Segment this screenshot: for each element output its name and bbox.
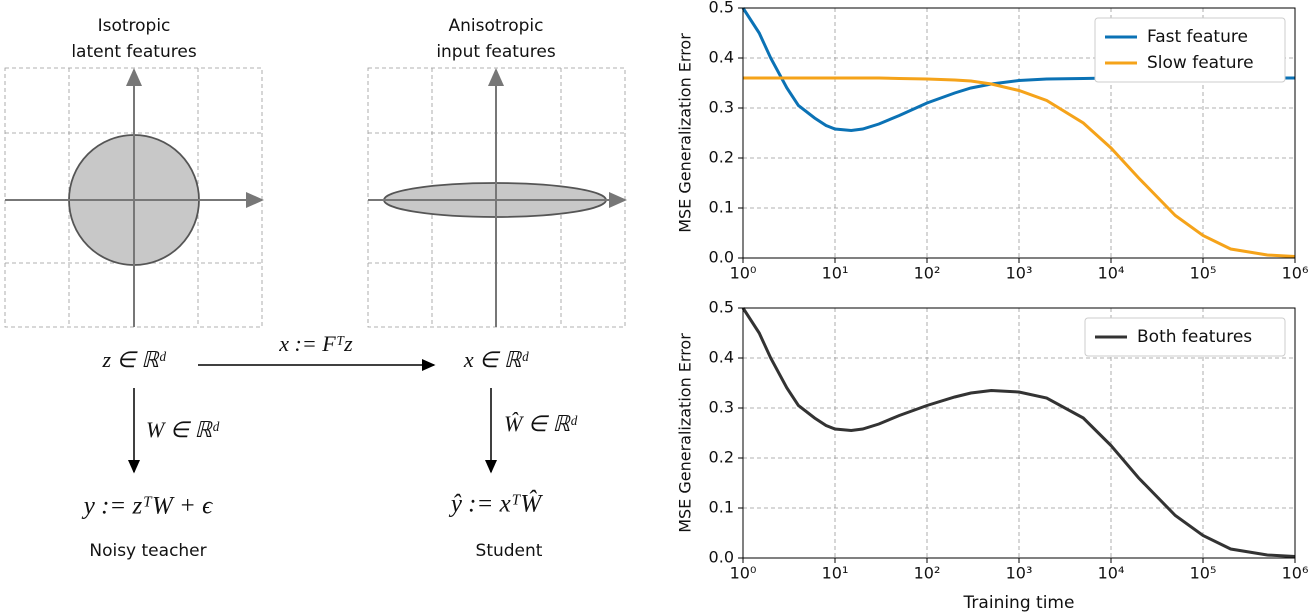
series-line bbox=[743, 76, 1296, 258]
x-tick-label: 10² bbox=[914, 264, 941, 283]
weight: Ŵ ∈ ℝᵈ bbox=[504, 411, 578, 436]
variable: z ∈ ℝᵈ bbox=[102, 347, 167, 372]
y-tick-label: 0.0 bbox=[709, 248, 734, 267]
legend-label: Slow feature bbox=[1147, 53, 1254, 73]
y-tick-label: 0.4 bbox=[709, 48, 734, 67]
x-tick-label: 10⁶ bbox=[1282, 264, 1309, 283]
variable: x ∈ ℝᵈ bbox=[463, 347, 529, 372]
x-tick-label: 10³ bbox=[1006, 264, 1033, 283]
x-tick-label: 10¹ bbox=[822, 264, 849, 283]
caption: Noisy teacher bbox=[89, 541, 206, 561]
y-axis-label: MSE Generalization Error bbox=[676, 33, 695, 233]
y-tick-label: 0.5 bbox=[709, 0, 734, 17]
y-tick-label: 0.2 bbox=[709, 148, 734, 167]
x-tick-label: 10² bbox=[914, 564, 941, 583]
panel-title: input features bbox=[436, 42, 556, 62]
legend-label: Fast feature bbox=[1147, 27, 1248, 47]
y-axis-label: MSE Generalization Error bbox=[676, 333, 695, 533]
y-tick-label: 0.1 bbox=[709, 498, 734, 517]
plot-frame bbox=[742, 7, 1296, 259]
x-tick-label: 10⁰ bbox=[730, 264, 757, 283]
x-tick-label: 10¹ bbox=[822, 564, 849, 583]
input-panel: Anisotropic input features x ∈ ℝᵈ Ŵ ∈ ℝᵈ… bbox=[367, 16, 627, 561]
latent-panel: Isotropic latent features z ∈ ℝᵈ W ∈ ℝᵈ … bbox=[4, 16, 264, 561]
y-tick-label: 0.4 bbox=[709, 348, 734, 367]
x-tick-label: 10⁴ bbox=[1098, 264, 1125, 283]
y-tick-label: 0.5 bbox=[709, 298, 734, 317]
panel-title: Isotropic bbox=[98, 16, 171, 36]
caption: Student bbox=[476, 541, 543, 561]
y-tick-label: 0.1 bbox=[709, 198, 734, 217]
x-axis-label: Training time bbox=[963, 593, 1075, 613]
x-tick-label: 10⁴ bbox=[1098, 564, 1125, 583]
y-tick-label: 0.0 bbox=[709, 548, 734, 567]
legend-box bbox=[1094, 17, 1286, 83]
output: y := zᵀW + ϵ bbox=[81, 493, 213, 520]
plot-frame bbox=[742, 307, 1296, 559]
legend-box bbox=[1084, 317, 1286, 357]
x-tick-label: 10⁰ bbox=[730, 564, 757, 583]
legend-label: Both features bbox=[1137, 327, 1252, 347]
x-tick-label: 10³ bbox=[1006, 564, 1033, 583]
y-tick-label: 0.3 bbox=[709, 398, 734, 417]
panel-title: latent features bbox=[71, 42, 196, 62]
map-label: x := Fᵀz bbox=[278, 331, 353, 356]
x-tick-label: 10⁵ bbox=[1190, 264, 1217, 283]
y-tick-label: 0.2 bbox=[709, 448, 734, 467]
panel-title: Anisotropic bbox=[449, 16, 544, 36]
x-tick-label: 10⁵ bbox=[1190, 564, 1217, 583]
series-line bbox=[741, 307, 1296, 558]
weight: W ∈ ℝᵈ bbox=[146, 417, 220, 442]
y-tick-label: 0.3 bbox=[709, 98, 734, 117]
output: ŷ := xᵀŴ bbox=[448, 489, 544, 518]
x-tick-label: 10⁶ bbox=[1282, 564, 1309, 583]
